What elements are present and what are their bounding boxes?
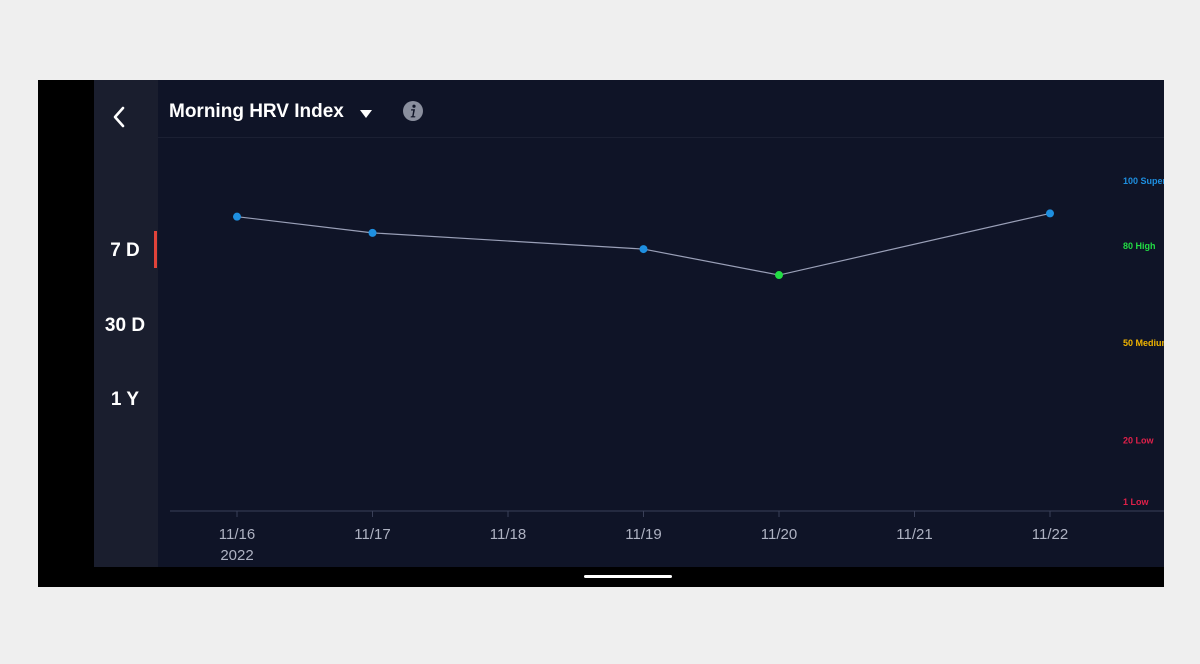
data-point [639,245,648,254]
x-tick-label: 11/21 [896,526,932,543]
range-7d[interactable]: 7 D [110,240,140,261]
series-line [236,212,1051,276]
header-divider [158,137,1164,138]
main-panel: Morning HRV Index 11/16 11/17 11/18 11/19 11… [158,80,1164,567]
chevron-left-icon [113,106,125,128]
data-point [233,212,241,221]
data-point [1046,209,1054,218]
range-1y[interactable]: 1 Y [110,389,140,410]
x-tick-label: 11/22 [1032,526,1068,543]
range-30d[interactable]: 30 D [104,315,146,336]
year-label: 2022 [220,547,253,564]
data-point [775,271,783,280]
y-level-label: 50 Medium [1123,338,1164,348]
metric-title[interactable]: Morning HRV Index [169,101,344,122]
home-indicator[interactable] [584,575,672,578]
sidebar: 7 D 30 D 1 Y [94,80,158,567]
x-tick-label: 11/16 [219,526,255,543]
x-tick-label: 11/18 [490,526,526,543]
y-level-label: 80 High [1123,241,1156,251]
device-screen: 7 D 30 D 1 Y Morning HRV Index 11/16 11/1… [38,80,1164,587]
x-tick-label: 11/20 [761,526,797,543]
data-point [368,228,377,237]
x-tick-label: 11/19 [625,526,661,543]
back-button[interactable] [104,102,134,132]
x-tick-label: 11/17 [354,526,390,543]
y-level-label: 20 Low [1123,435,1155,445]
range-selected-indicator [154,231,157,268]
info-icon[interactable] [402,100,424,122]
y-level-label: 1 Low [1123,497,1150,507]
hrv-line-chart: 11/16 11/17 11/18 11/19 11/20 11/21 11/22 2022 1… [170,176,1164,564]
caret-down-icon[interactable] [358,107,374,119]
y-level-label: 100 Superior [1123,176,1164,186]
